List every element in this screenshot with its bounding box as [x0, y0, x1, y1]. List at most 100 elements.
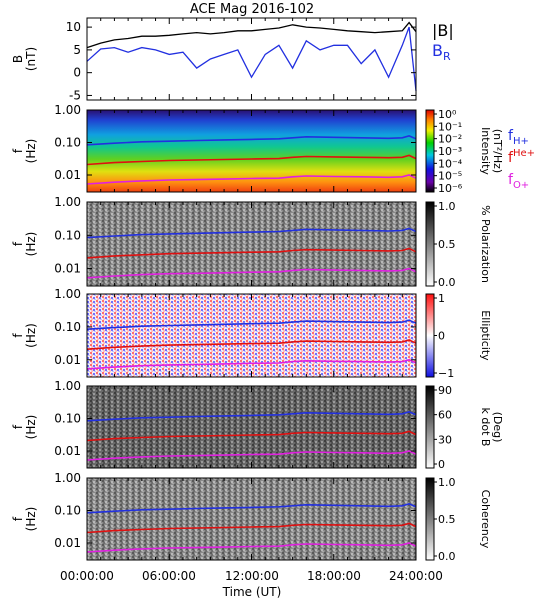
- gyrofrequency-line-fO: [86, 267, 417, 279]
- gyrofrequency-line-fHe: [86, 522, 417, 534]
- colorbar: [425, 201, 435, 287]
- y-tick-label: 1.00: [54, 287, 81, 301]
- panel-B: |B|BR -5 0 5 10 B (nT): [11, 17, 454, 102]
- chart-title: ACE Mag 2016-102: [190, 2, 314, 17]
- x-tick-label: 24:00:00: [389, 569, 443, 583]
- gyrofrequency-line-fO: [86, 542, 417, 553]
- y-axis-label-unit: (Hz): [24, 139, 38, 164]
- colorbar-label-name: % Polarization: [479, 205, 492, 283]
- legend-entry-BR: BR: [432, 41, 451, 63]
- gyrofrequency-line-fHe: [86, 339, 417, 350]
- gyrofrequency-legend: fH+fHe+ fO+: [508, 128, 535, 191]
- y-tick-label: 0: [73, 66, 81, 80]
- colorbar-tick-label: 10⁻⁶: [438, 182, 463, 195]
- gyrofrequency-line-fO: [86, 358, 417, 370]
- x-tick-label: 00:00:00: [60, 569, 114, 583]
- y-tick-label: 1.00: [54, 379, 81, 393]
- y-tick-label: -5: [69, 88, 81, 102]
- y-tick-label: 0.01: [54, 262, 81, 276]
- colorbar-label: Coherency: [479, 490, 492, 549]
- legend-entry-absB: |B|: [432, 21, 454, 40]
- series-line-1: [86, 26, 417, 91]
- colorbar-tick-label: 10⁰: [438, 108, 457, 121]
- colorbar-tick-label: 90: [438, 384, 452, 397]
- colorbar: [425, 293, 435, 378]
- colorbar-label: Ellipticity: [479, 310, 492, 361]
- y-tick-label: 0.01: [54, 168, 81, 182]
- colorbar: [425, 477, 435, 561]
- y-tick-label: 1.00: [54, 195, 81, 209]
- y-tick-label: 0.01: [54, 353, 81, 367]
- y-axis-label-name: f: [11, 148, 25, 153]
- x-tick-label: 18:00:00: [307, 569, 361, 583]
- panel-coherency: 1.00 0.10 0.01 f (Hz) 1.0 0.5 0.0 Coherency: [11, 471, 492, 563]
- legend: |B|BR: [432, 21, 454, 63]
- series-line-0: [86, 21, 417, 49]
- spectrogram: [87, 202, 416, 286]
- x-tick-labels: 00:00:00 06:00:00 12:00:00 18:00:00 24:0…: [60, 569, 443, 583]
- colorbar-tick-label: 10⁻⁵: [438, 170, 462, 183]
- y-tick-label: 5: [73, 43, 81, 57]
- y-axis-label: f (Hz): [11, 139, 38, 164]
- spectrogram: [87, 294, 416, 377]
- colorbar-label: % Polarization: [479, 205, 492, 283]
- y-axis-label-name: f: [11, 424, 25, 429]
- y-axis-label: f (Hz): [11, 232, 38, 257]
- gyrofrequency-line-fH: [86, 227, 417, 239]
- panel-kdotb: 1.00 0.10 0.01 f (Hz) 90 60 30 0 k dot B (Deg): [11, 379, 504, 471]
- colorbar-tick-label: 0.0: [438, 276, 456, 289]
- colorbar-tick-label: 1.0: [438, 476, 456, 489]
- legend-entry: fH+: [508, 128, 529, 147]
- gyrofrequency-line-fHe: [86, 247, 417, 259]
- y-tick-label: 0.10: [54, 412, 81, 426]
- y-axis-label-name: f: [11, 516, 25, 521]
- spectrogram: [87, 478, 416, 560]
- colorbar-label-unit: (Deg): [491, 412, 504, 443]
- y-tick-label: 0.01: [54, 536, 81, 550]
- spectrogram: [87, 110, 416, 192]
- y-tick-label: 0.10: [54, 320, 81, 334]
- colorbar-tick-label: 0.5: [438, 238, 456, 251]
- y-tick-label: 1.00: [54, 103, 81, 117]
- y-tick-label: 10: [66, 20, 81, 34]
- y-axis-label-unit: (Hz): [24, 415, 38, 440]
- colorbar-label-unit: (nT²/Hz): [491, 129, 504, 173]
- x-axis-label: Time (UT): [222, 585, 282, 599]
- colorbar-label-name: Intensity: [479, 127, 492, 175]
- y-axis-label: f (Hz): [11, 323, 38, 348]
- y-axis-label-name: B: [11, 55, 25, 63]
- colorbar-tick-label: 0: [438, 330, 445, 343]
- colorbar-tick-label: 1: [438, 292, 445, 305]
- gyrofrequency-line-fHe: [86, 154, 417, 166]
- colorbar: [425, 109, 435, 193]
- colorbar-tick-label: 10⁻²: [438, 133, 462, 146]
- colorbar: [425, 385, 435, 469]
- panel-intensity: 1.00 0.10 0.01 f (Hz) 10⁰10⁻¹10⁻²10⁻³10⁻⁴10⁻⁵…: [11, 103, 535, 195]
- colorbar-label-name: Coherency: [479, 490, 492, 549]
- colorbar-tick-label: 60: [438, 409, 452, 422]
- legend-entry: fHe+: [508, 148, 535, 166]
- gyrofrequency-line-fH: [86, 135, 417, 146]
- legend-entry: fO+: [508, 172, 529, 191]
- y-axis-label: B (nT): [11, 47, 38, 71]
- y-axis-label-name: f: [11, 241, 25, 246]
- y-tick-label: 1.00: [54, 471, 81, 485]
- panel-ellipticity: 1.00 0.10 0.01 f (Hz) 1 0 −1 Ellipticity: [11, 287, 492, 380]
- colorbar-tick-label: 10⁻¹: [438, 120, 462, 133]
- gyrofrequency-line-fO: [86, 174, 417, 185]
- y-tick-label: 0.10: [54, 228, 81, 242]
- colorbar-tick-label: 0.0: [438, 550, 456, 563]
- y-axis-label-unit: (nT): [24, 47, 38, 71]
- colorbar-tick-label: 0: [438, 458, 445, 471]
- y-axis-label-unit: (Hz): [24, 323, 38, 348]
- gyrofrequency-line-fO: [86, 450, 417, 461]
- colorbar-tick-label: 1.0: [438, 200, 456, 213]
- y-axis-label: f (Hz): [11, 415, 38, 440]
- colorbar-label: Intensity (nT²/Hz): [479, 127, 504, 175]
- panel-polarization: 1.00 0.10 0.01 f (Hz) 1.0 0.5 0.0 % Polarization: [11, 195, 492, 289]
- y-axis-label-name: f: [11, 333, 25, 338]
- colorbar-tick-label: 30: [438, 433, 452, 446]
- y-axis-label: f (Hz): [11, 507, 38, 532]
- y-tick-label: 0.10: [54, 504, 81, 518]
